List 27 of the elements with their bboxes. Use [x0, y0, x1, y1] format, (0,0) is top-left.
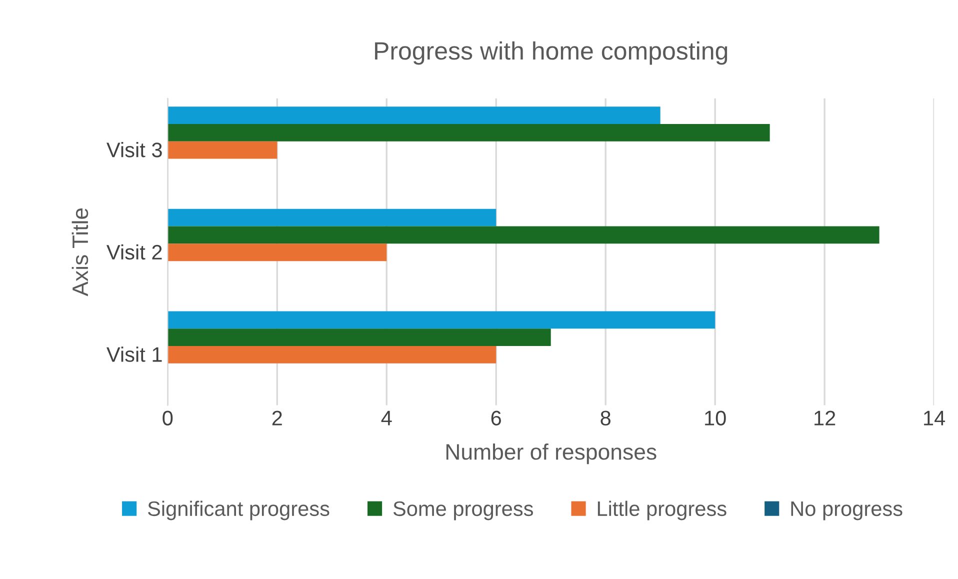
x-tick-label: 12 — [814, 410, 836, 426]
y-tick-label: Visit 2 — [106, 244, 162, 260]
bar — [168, 328, 551, 346]
x-tick-label: 14 — [924, 410, 946, 426]
bar — [168, 208, 496, 226]
x-tick-label: 10 — [705, 410, 726, 426]
bar — [168, 244, 387, 262]
bar — [168, 141, 278, 159]
bar — [168, 106, 660, 124]
y-tick-label: Visit 1 — [106, 346, 162, 362]
bar — [168, 311, 716, 329]
legend-label: Little progress — [598, 500, 726, 520]
x-tick-label: 8 — [600, 410, 610, 426]
bar — [168, 346, 496, 364]
bar — [168, 226, 880, 244]
bar — [168, 124, 770, 142]
x-tick-label: 2 — [272, 410, 282, 426]
legend-label: No progress — [791, 502, 902, 520]
x-tick-label: 6 — [491, 410, 501, 426]
legend-label: Significant progress — [148, 500, 330, 520]
chart-title: Progress with home composting — [375, 41, 728, 65]
y-axis-title: Axis Title — [72, 208, 88, 296]
x-tick-label: 0 — [162, 410, 173, 426]
y-tick-label: Visit 3 — [106, 142, 162, 158]
x-tick-label: 4 — [381, 410, 392, 426]
x-axis-title: Number of responses — [446, 443, 656, 464]
legend-label: Some progress — [393, 501, 533, 520]
